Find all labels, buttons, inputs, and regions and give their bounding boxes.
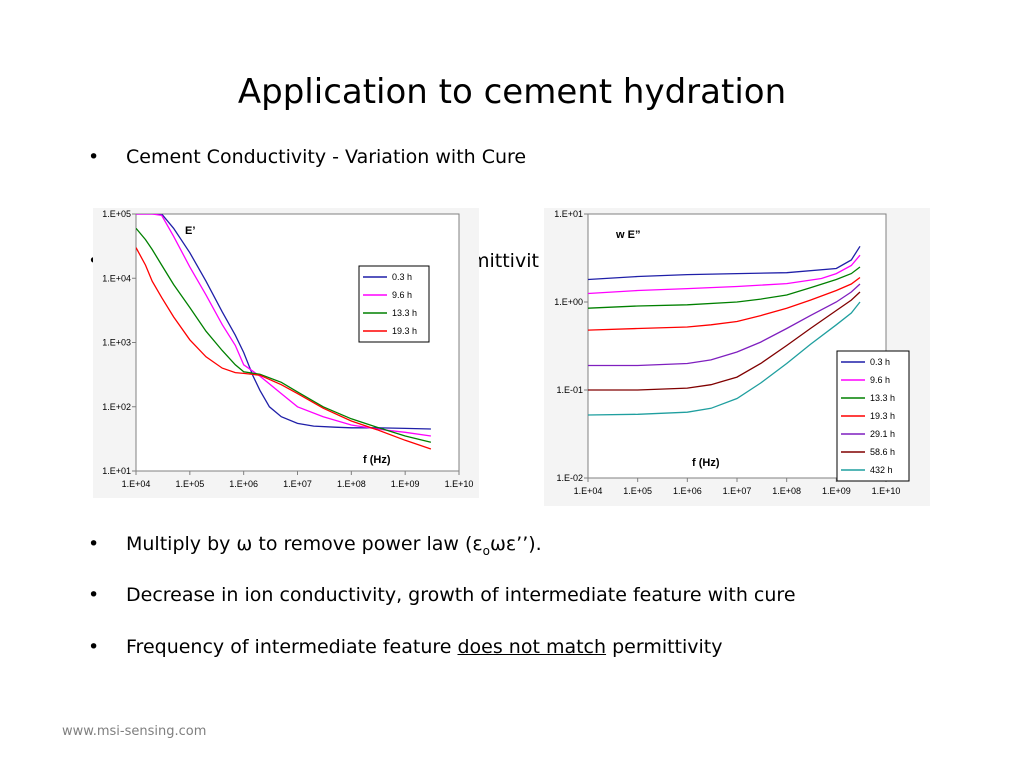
chart-title: w E”: [615, 229, 640, 241]
x-tick-label: 1.E+07: [723, 486, 752, 496]
y-tick-label: 1.E+05: [102, 209, 131, 219]
plot-area: [587, 213, 887, 479]
footer-url: www.msi-sensing.com: [62, 724, 207, 739]
partial-bullet-text: mittivit: [471, 250, 539, 272]
series-line-0-3-h: [588, 245, 861, 281]
underlined-text: does not match: [457, 636, 607, 658]
series-line-19-3-h: [588, 276, 861, 331]
x-tick-label: 1.E+07: [283, 479, 312, 489]
series-line-9-6-h: [588, 254, 861, 295]
x-tick-label: 1.E+06: [673, 486, 702, 496]
x-tick-label: 1.E+08: [772, 486, 801, 496]
legend-label: 58.6 h: [870, 447, 895, 457]
bullet-text: Multiply by ω to remove power law (εoωε’…: [126, 533, 542, 558]
legend-label: 19.3 h: [392, 326, 417, 336]
chart-title: E’: [185, 225, 195, 237]
bullet-text: Cement Conductivity - Variation with Cur…: [126, 146, 527, 168]
series-line-432-h: [588, 301, 861, 416]
series-line-13-3-h: [588, 266, 861, 309]
series-line-58-6-h: [588, 291, 861, 391]
legend-label: 29.1 h: [870, 429, 895, 439]
x-tick-label: 1.E+10: [445, 479, 474, 489]
bullet-marker: •: [88, 146, 100, 168]
x-tick-label: 1.E+09: [822, 486, 851, 496]
series-line-0-3-h: [136, 214, 431, 430]
x-tick-label: 1.E+05: [623, 486, 652, 496]
legend-label: 9.6 h: [392, 290, 412, 300]
x-axis-label: f (Hz): [363, 454, 391, 466]
series-line-29-1-h: [588, 283, 861, 367]
x-tick-label: 1.E+04: [574, 486, 603, 496]
chart-permittivity: 1.E+04 1.E+05 1.E+06 1.E+07 1.E+08 1.E+09 1.E+…: [93, 208, 479, 498]
x-tick-label: 1.E+05: [175, 479, 204, 489]
y-tick-label: 1.E-01: [556, 385, 583, 395]
x-tick-label: 1.E+06: [229, 479, 258, 489]
legend: [358, 265, 430, 343]
chart-loss: 1.E+04 1.E+05 1.E+06 1.E+07 1.E+08 1.E+09 1.E+…: [544, 208, 930, 506]
y-tick-label: 1.E+03: [102, 338, 131, 348]
legend-label: 9.6 h: [870, 375, 890, 385]
bullet-marker: •: [88, 584, 100, 606]
y-tick-label: 1.E+01: [102, 466, 131, 476]
series-line-13-3-h: [136, 227, 432, 443]
chart-permittivity-svg: 1.E+04 1.E+05 1.E+06 1.E+07 1.E+08 1.E+09 1.E+…: [93, 208, 479, 498]
bullet-text: Decrease in ion conductivity, growth of …: [126, 584, 796, 606]
bullet-marker: •: [88, 533, 100, 555]
x-axis-label: f (Hz): [692, 457, 720, 469]
legend-label: 19.3 h: [870, 411, 895, 421]
legend-label: 0.3 h: [870, 357, 890, 367]
y-tick-label: 1.E+00: [554, 297, 583, 307]
x-tick-label: 1.E+08: [337, 479, 366, 489]
bullet-text: Frequency of intermediate feature does n…: [126, 636, 723, 658]
series-line-9-6-h: [136, 214, 431, 437]
y-tick-label: 1.E+04: [102, 273, 131, 283]
bullet-marker: •: [88, 636, 100, 658]
legend-label: 0.3 h: [392, 272, 412, 282]
series-line-19-3-h: [136, 247, 432, 450]
y-tick-label: 1.E-02: [556, 473, 583, 483]
legend-label: 13.3 h: [870, 393, 895, 403]
slide-title: Application to cement hydration: [237, 72, 787, 112]
x-tick-label: 1.E+10: [872, 486, 901, 496]
x-tick-label: 1.E+09: [391, 479, 420, 489]
legend-label: 13.3 h: [392, 308, 417, 318]
y-tick-label: 1.E+01: [554, 209, 583, 219]
y-tick-label: 1.E+02: [102, 402, 131, 412]
omega-symbol: ω: [236, 533, 253, 555]
legend-label: 432 h: [870, 465, 893, 475]
chart-loss-svg: 1.E+04 1.E+05 1.E+06 1.E+07 1.E+08 1.E+09 1.E+…: [544, 208, 930, 506]
x-tick-label: 1.E+04: [122, 479, 151, 489]
